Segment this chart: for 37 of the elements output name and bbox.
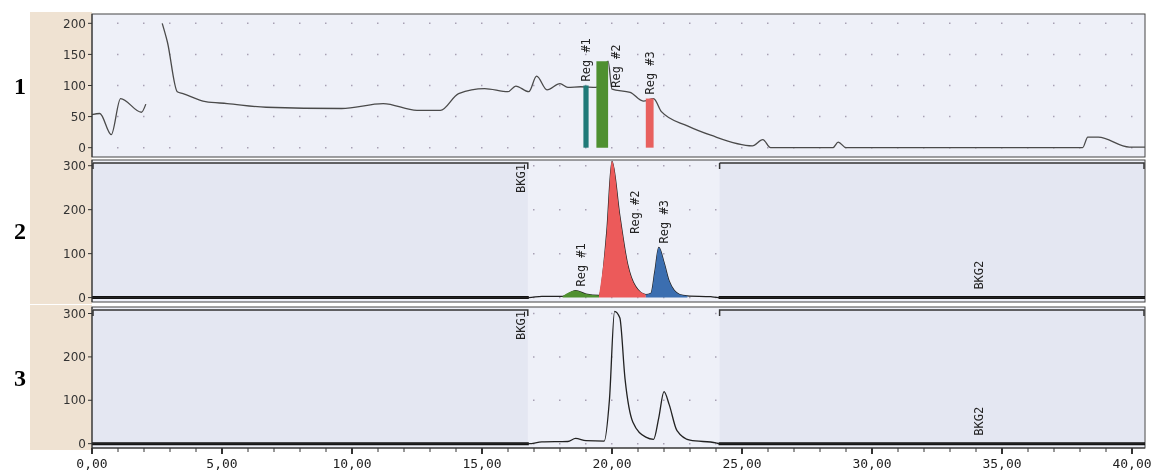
y-tick-label: 0 [78, 290, 86, 305]
x-tick-label: 20,00 [592, 456, 632, 471]
text: Reg #1 [573, 243, 588, 287]
line-series [91, 310, 1146, 445]
x-tick-label: 5,00 [206, 456, 238, 471]
x-tick-label: 30,00 [852, 456, 892, 471]
x-tick-label: 10,00 [332, 456, 372, 471]
y-tick-label: 200 [63, 350, 86, 365]
y-tick-label: 0 [78, 140, 86, 155]
band-label: BKG2 [971, 406, 986, 436]
text: 1 [14, 72, 26, 99]
y-tick-label: 200 [63, 202, 86, 217]
y-tick-label: 200 [63, 16, 86, 31]
y-tick-label: 100 [63, 393, 86, 408]
band-label: BKG2 [971, 260, 986, 290]
text: Reg #3 [656, 200, 671, 244]
x-tick-label: 35,00 [982, 456, 1022, 471]
x-tick-label: 25,00 [722, 456, 762, 471]
band-label: BKG1 [513, 164, 528, 193]
text: Reg #2 [627, 190, 642, 234]
text: Reg #3 [642, 51, 657, 95]
text: Reg #1 [579, 38, 593, 82]
y-tick-label: 300 [63, 306, 86, 321]
y-tick-label: 0 [78, 436, 86, 451]
x-tick-label: 0,00 [76, 456, 108, 471]
y-tick-label: 50 [70, 109, 86, 124]
text: 3 [14, 364, 26, 391]
y-tick-label: 100 [63, 78, 86, 93]
line-series [91, 160, 1146, 299]
text: Reg #2 [609, 44, 624, 88]
x-tick-label: 40,00 [1112, 456, 1152, 471]
y-tick-label: 100 [63, 246, 86, 261]
x-tick-label: 15,00 [462, 456, 502, 471]
y-tick-label: 150 [63, 47, 86, 62]
band-label: BKG1 [513, 311, 528, 340]
text: 2 [14, 218, 26, 245]
y-tick-label: 300 [63, 158, 86, 173]
